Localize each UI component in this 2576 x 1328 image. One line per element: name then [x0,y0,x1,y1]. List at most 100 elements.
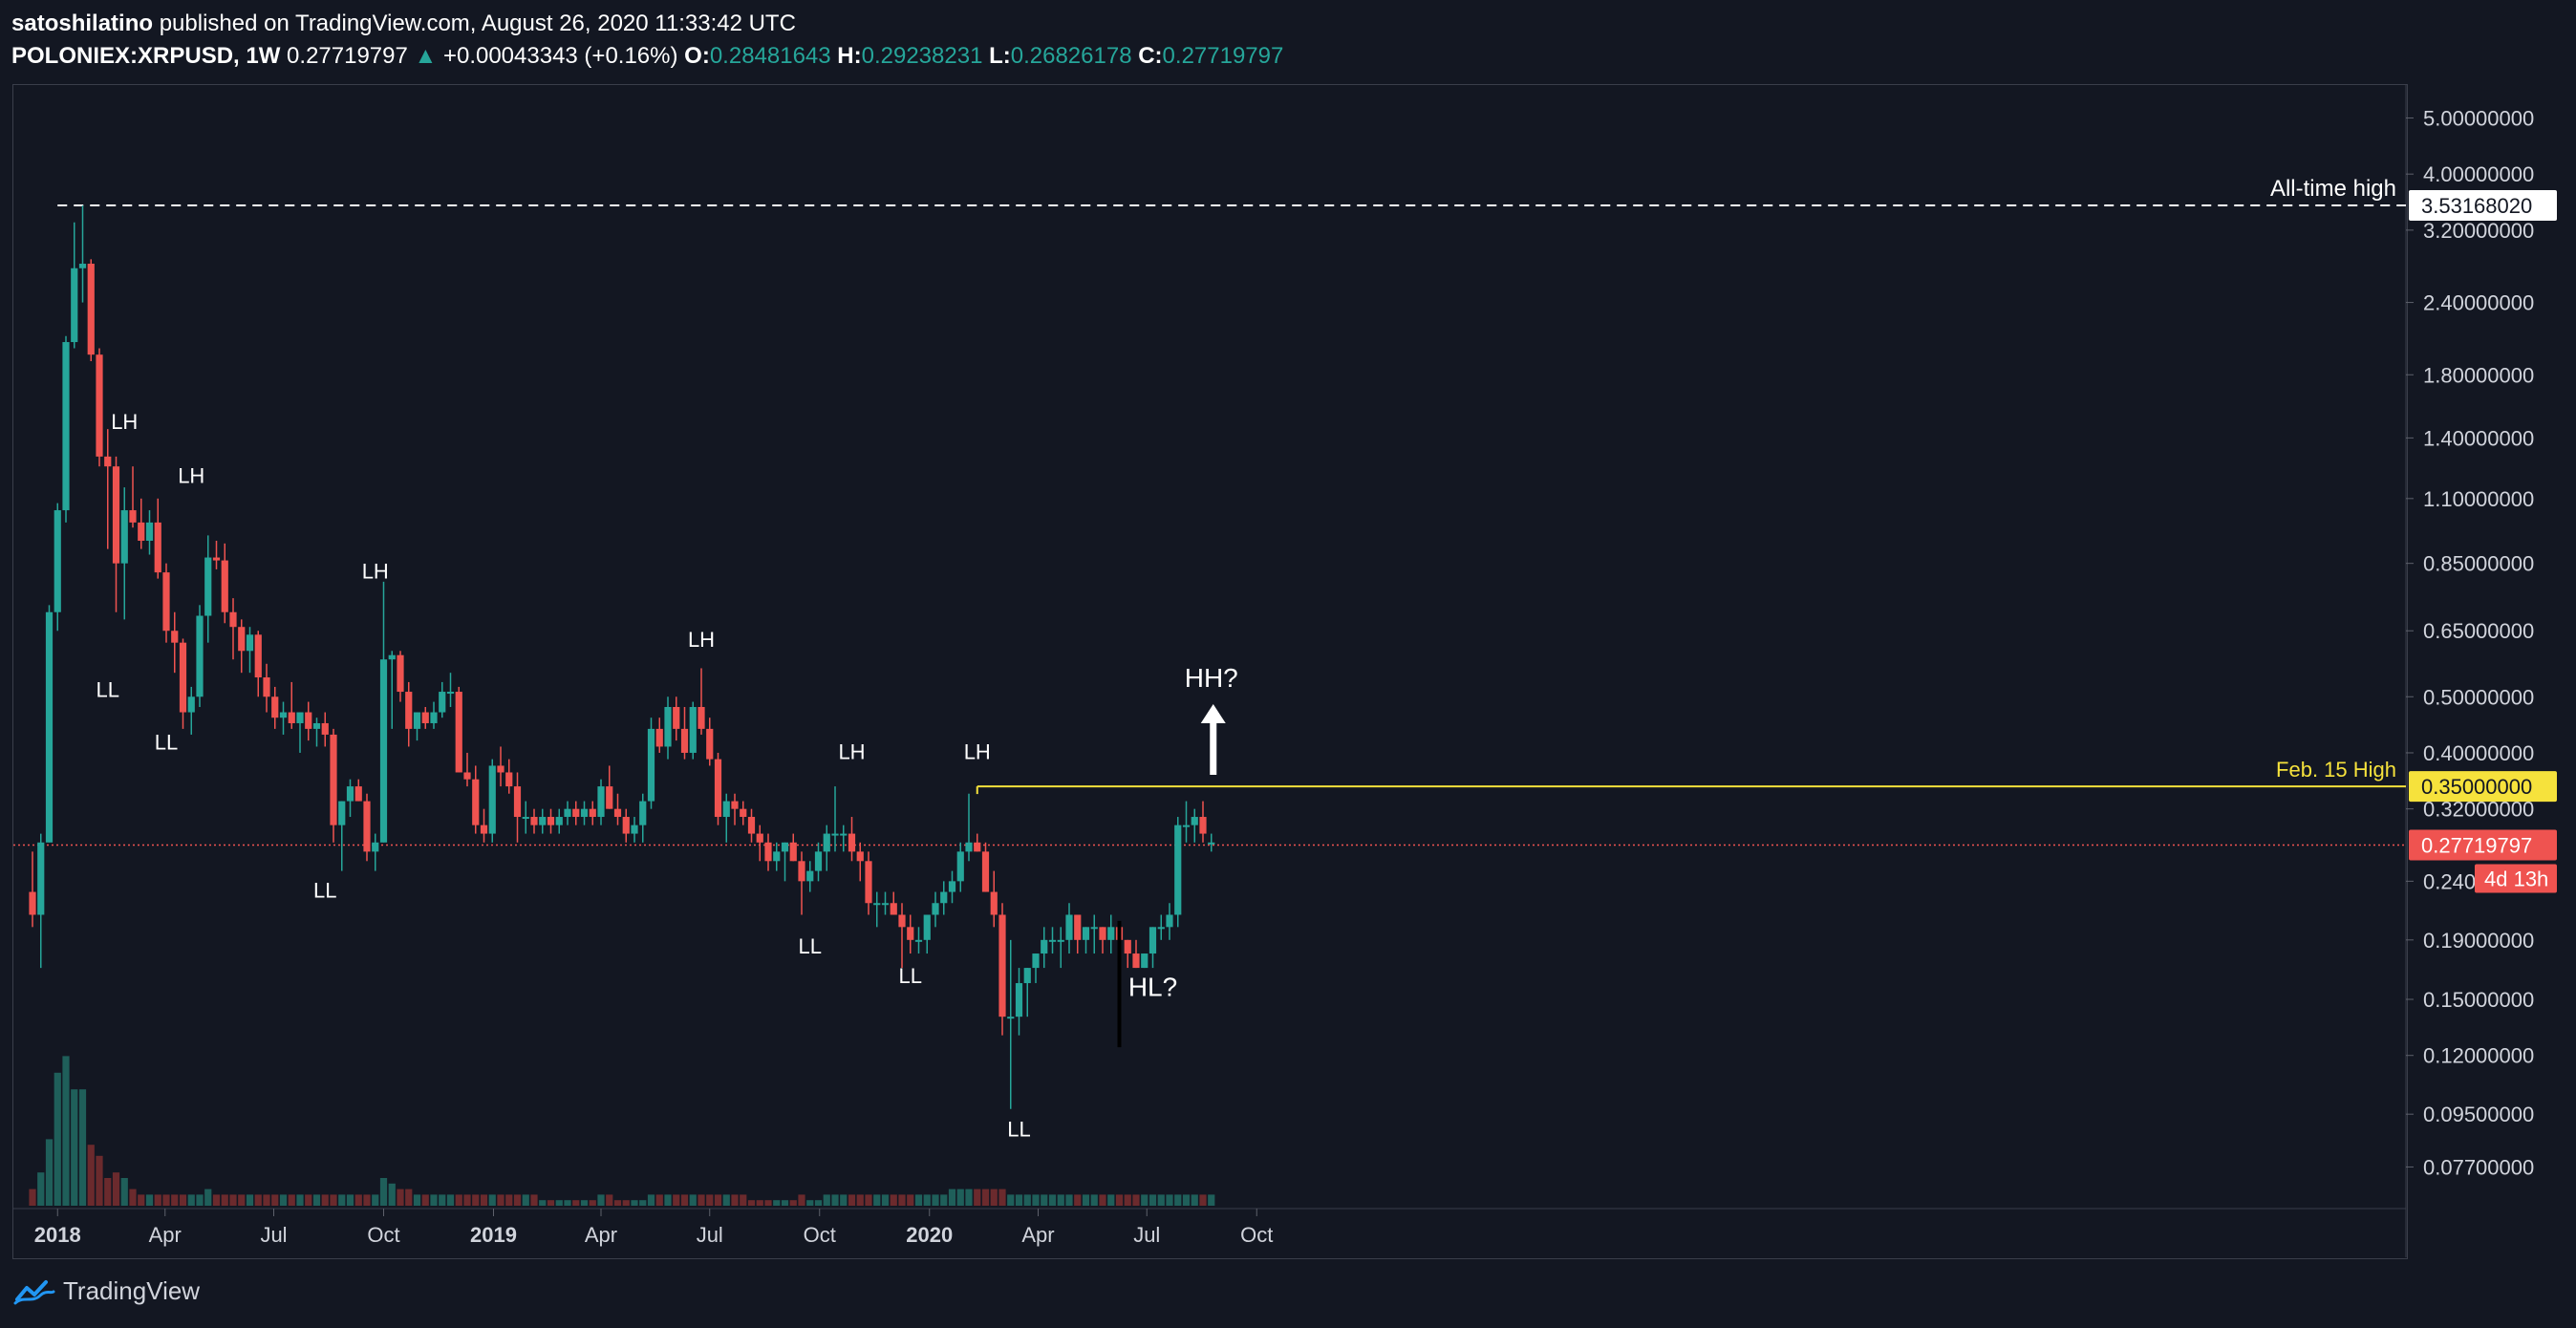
candle-body [1182,825,1191,827]
candle-body [881,903,890,906]
volume-bar [756,1200,763,1206]
candle-body [664,706,672,747]
swing-annotation: LL [799,934,822,958]
candle-body [898,914,906,928]
candle-body [722,801,730,818]
candle-body [873,903,881,906]
candle-body [823,833,830,852]
volume-bar [806,1200,814,1206]
countdown-text: 4d 13h [2484,867,2548,890]
candle-body [1032,953,1040,969]
volume-bar [981,1189,990,1206]
candle-body [1057,939,1064,942]
candle-body [446,692,455,695]
candle-body [388,654,396,660]
volume-bar [29,1189,36,1206]
up-arrow-icon: ▲ [414,43,438,69]
candle-body [923,914,931,940]
candle-body [1065,914,1073,940]
candle-body [865,861,872,904]
price-tick-label: 0.07700000 [2423,1155,2534,1179]
volume-bar [513,1194,522,1206]
symbol-label[interactable]: POLONIEX:XRPUSD, 1W [11,43,281,69]
volume-bar [187,1194,195,1206]
ath-price-tag [2409,189,2557,221]
volume-bar [974,1189,981,1206]
volume-bar [372,1194,379,1206]
volume-bar [455,1194,462,1206]
swing-annotation: HH? [1185,663,1238,693]
candle-body [288,712,295,723]
volume-bar [923,1194,931,1206]
candle-body [346,786,354,802]
volume-bar [965,1189,973,1206]
volume-bar [1191,1194,1198,1206]
candle-body [956,851,964,882]
volume-bar [78,1089,87,1206]
volume-bar [856,1194,864,1206]
volume-bar [1032,1194,1040,1206]
feb-high-label: Feb. 15 High [2276,758,2396,782]
price-tick-label: 5.00000000 [2423,106,2534,130]
publisher-user[interactable]: satoshilatino [11,11,154,36]
price-tick-label: 1.10000000 [2423,487,2534,511]
swing-annotation: LH [838,740,865,764]
candle-body [974,842,981,852]
volume-bar [814,1200,823,1206]
volume-bar [840,1194,848,1206]
candle-body [856,851,864,862]
candle-body [330,734,337,825]
volume-bar [1082,1194,1090,1206]
feb-high-price-tag [2409,771,2557,803]
candle-body [145,522,154,541]
candle-body [756,833,763,843]
volume-bar [246,1194,254,1206]
candle-body [990,891,998,915]
candle-body [1166,914,1173,928]
candle-body [54,510,61,612]
candle-body [372,842,379,852]
volume-bar [580,1200,589,1206]
price-tick-label: 0.65000000 [2423,619,2534,643]
volume-bar [254,1194,262,1206]
volume-bar [96,1155,103,1206]
candle-body [848,833,856,852]
candle-body [321,722,329,735]
time-tick-label: Apr [149,1223,182,1247]
low-value: 0.26826178 [1010,43,1132,69]
candle-body [639,801,647,825]
candle-body [505,772,513,787]
high-value: 0.29238231 [861,43,983,69]
volume-bar [631,1200,638,1206]
time-tick-label: Apr [585,1223,617,1247]
price-tick-label: 4.00000000 [2423,162,2534,186]
price-tick-label: 0.40000000 [2423,741,2534,765]
candle-body [539,817,547,825]
volume-bar [379,1178,388,1206]
candle-body [397,654,404,693]
tradingview-footer[interactable]: TradingView [13,1276,200,1306]
volume-bar [413,1194,421,1206]
volume-bar [1124,1194,1131,1206]
volume-bar [446,1194,455,1206]
candle-body [455,692,462,773]
candle-body [78,264,87,268]
candle-body [1048,939,1057,942]
candle-body [1007,1017,1015,1019]
candle-body [305,712,312,729]
volume-bar [112,1172,120,1206]
volume-bar [714,1194,722,1206]
volume-bar [606,1194,613,1206]
candle-body [965,842,973,852]
candle-body [221,560,228,612]
volume-bar [1157,1194,1165,1206]
volume-bar [1148,1194,1157,1206]
volume-bar [898,1194,906,1206]
candle-body [555,817,563,825]
candle-body [1174,825,1182,915]
candle-body [62,342,70,511]
volume-bar [87,1145,95,1206]
volume-bar [731,1194,739,1206]
volume-bar [622,1200,630,1206]
